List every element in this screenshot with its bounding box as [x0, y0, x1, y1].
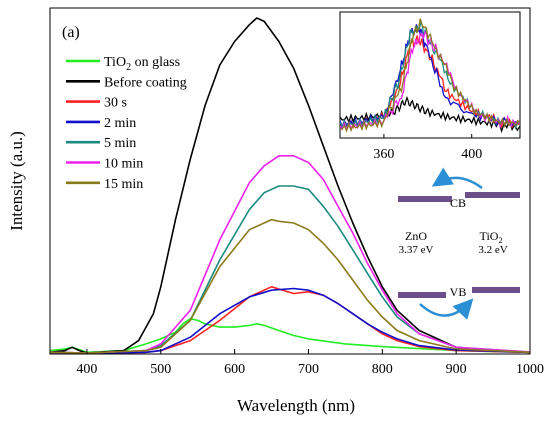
cb-transfer-arrow — [431, 167, 483, 190]
tio2-label-text: TiO — [480, 229, 499, 243]
band-diagram: CB ZnO 3.37 eV TiO2 3.2 eV VB — [398, 167, 520, 320]
x-tick-label: 400 — [76, 362, 97, 377]
tio2-vb-bar — [472, 287, 520, 293]
legend-label-before-coating: Before coating — [104, 75, 187, 90]
x-tick-label: 800 — [372, 362, 393, 377]
inset-x-tick-label: 360 — [373, 147, 394, 162]
x-tick-label: 900 — [446, 362, 467, 377]
legend-label-15-min: 15 min — [104, 177, 143, 192]
zno-cb-bar — [398, 196, 452, 202]
x-axis-ticks: 400 500 600 700 800 900 1000 — [76, 349, 544, 377]
legend-label-10-min: 10 min — [104, 157, 143, 172]
legend-label-30-s: 30 s — [104, 96, 127, 111]
tio2-label: TiO2 — [480, 229, 503, 245]
inset-plot-lines — [340, 18, 520, 134]
inset-series-line-before-coating — [340, 95, 520, 134]
series-line-tio2-on-glass — [50, 317, 530, 354]
legend: TiO2 on glass Before coating 30 s 2 min 5 mi… — [66, 55, 187, 192]
legend-label-2-min: 2 min — [104, 116, 136, 131]
x-axis-label: Wavelength (nm) — [237, 396, 355, 415]
tio2-label-subscript: 2 — [498, 236, 502, 245]
series-line-10-min — [50, 155, 530, 354]
x-tick-label: 1000 — [516, 362, 544, 377]
tio2-cb-bar — [465, 192, 520, 198]
legend-label-tio2-on-glass: TiO2 on glass — [104, 55, 180, 73]
inset-series-line-15-min — [340, 18, 520, 133]
y-axis-label: Intensity (a.u.) — [7, 131, 26, 231]
x-tick-label: 500 — [150, 362, 171, 377]
series-line-15-min — [50, 218, 530, 354]
series-line-5-min — [50, 185, 530, 354]
tio2-energy: 3.2 eV — [478, 244, 507, 256]
plot-frame — [49, 7, 531, 355]
zno-vb-bar — [398, 292, 446, 298]
cb-label: CB — [450, 196, 466, 210]
x-tick-label: 700 — [298, 362, 319, 377]
vb-transfer-arrow — [419, 298, 474, 320]
inset-x-tick-label: 400 — [461, 147, 482, 162]
legend-label-5-min: 5 min — [104, 136, 136, 151]
x-tick-label: 600 — [224, 362, 245, 377]
zno-label: ZnO — [405, 229, 427, 243]
vb-label: VB — [450, 285, 467, 299]
zno-energy: 3.37 eV — [399, 244, 434, 256]
inset-x-ticks: 360 400 — [373, 134, 482, 162]
panel-label: (a) — [62, 24, 80, 41]
